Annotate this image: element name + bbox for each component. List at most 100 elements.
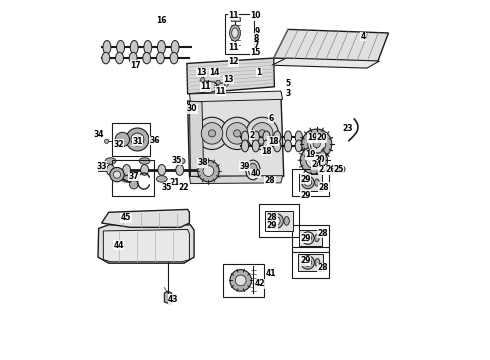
Bar bbox=[112, 123, 150, 156]
Text: 13: 13 bbox=[196, 68, 206, 77]
Bar bbox=[112, 160, 154, 196]
Ellipse shape bbox=[285, 131, 292, 143]
Ellipse shape bbox=[315, 234, 319, 242]
Circle shape bbox=[201, 123, 223, 144]
Ellipse shape bbox=[117, 41, 124, 54]
Polygon shape bbox=[274, 30, 389, 62]
Ellipse shape bbox=[248, 163, 257, 177]
Ellipse shape bbox=[122, 165, 131, 175]
Text: 29: 29 bbox=[300, 175, 311, 184]
Ellipse shape bbox=[315, 258, 320, 266]
Ellipse shape bbox=[315, 179, 319, 186]
Ellipse shape bbox=[139, 158, 150, 164]
Text: 6: 6 bbox=[268, 114, 273, 123]
Ellipse shape bbox=[141, 165, 148, 175]
Circle shape bbox=[339, 166, 345, 172]
Circle shape bbox=[304, 179, 312, 186]
Circle shape bbox=[197, 160, 219, 182]
Text: 24: 24 bbox=[312, 161, 322, 170]
Circle shape bbox=[110, 167, 124, 182]
Circle shape bbox=[196, 117, 228, 149]
Text: 18: 18 bbox=[261, 147, 272, 156]
Text: 28: 28 bbox=[318, 183, 329, 192]
Polygon shape bbox=[190, 176, 283, 184]
Text: 3: 3 bbox=[285, 89, 291, 98]
Text: 29: 29 bbox=[300, 256, 311, 265]
Text: 27: 27 bbox=[318, 166, 329, 175]
Bar bbox=[265, 211, 293, 230]
Bar bbox=[259, 204, 299, 237]
Circle shape bbox=[203, 166, 214, 176]
Ellipse shape bbox=[143, 52, 151, 64]
Bar bbox=[223, 264, 264, 297]
Polygon shape bbox=[272, 58, 379, 68]
Circle shape bbox=[221, 117, 253, 149]
Polygon shape bbox=[190, 91, 283, 102]
Circle shape bbox=[302, 176, 314, 189]
Circle shape bbox=[318, 163, 326, 172]
Ellipse shape bbox=[274, 131, 281, 143]
Text: 35: 35 bbox=[162, 183, 172, 192]
Circle shape bbox=[271, 217, 280, 225]
Polygon shape bbox=[187, 58, 274, 94]
Text: 29: 29 bbox=[300, 190, 311, 199]
Bar bbox=[293, 225, 329, 252]
Ellipse shape bbox=[295, 140, 302, 152]
Text: 30: 30 bbox=[187, 104, 197, 113]
Circle shape bbox=[208, 130, 216, 137]
Text: 18: 18 bbox=[268, 137, 278, 146]
Circle shape bbox=[251, 123, 273, 144]
Circle shape bbox=[131, 133, 144, 146]
Text: 25: 25 bbox=[333, 165, 343, 174]
Circle shape bbox=[113, 171, 121, 178]
Circle shape bbox=[327, 167, 334, 175]
Ellipse shape bbox=[245, 160, 260, 180]
Bar bbox=[204, 90, 210, 92]
Circle shape bbox=[301, 256, 315, 269]
Ellipse shape bbox=[242, 131, 248, 143]
Ellipse shape bbox=[158, 165, 166, 175]
Text: 11: 11 bbox=[228, 10, 239, 19]
Text: 35: 35 bbox=[172, 156, 182, 165]
Circle shape bbox=[302, 129, 332, 159]
Text: 20: 20 bbox=[317, 133, 327, 142]
Polygon shape bbox=[98, 225, 194, 263]
Ellipse shape bbox=[306, 131, 313, 143]
Text: 19: 19 bbox=[305, 150, 316, 159]
Ellipse shape bbox=[263, 131, 270, 143]
Ellipse shape bbox=[242, 140, 248, 152]
Text: 26: 26 bbox=[326, 166, 336, 175]
Circle shape bbox=[308, 135, 326, 153]
Circle shape bbox=[216, 80, 220, 85]
Text: 32: 32 bbox=[114, 140, 124, 149]
Ellipse shape bbox=[252, 131, 259, 143]
Text: 39: 39 bbox=[239, 162, 249, 171]
Bar bbox=[298, 254, 323, 271]
Circle shape bbox=[269, 213, 283, 228]
Text: 42: 42 bbox=[255, 279, 265, 288]
Ellipse shape bbox=[156, 52, 164, 64]
Ellipse shape bbox=[102, 52, 110, 64]
Bar bbox=[225, 14, 254, 54]
Ellipse shape bbox=[122, 176, 132, 182]
Text: 16: 16 bbox=[156, 16, 167, 25]
Text: 41: 41 bbox=[266, 269, 276, 278]
Ellipse shape bbox=[252, 140, 259, 152]
Text: 11: 11 bbox=[200, 82, 211, 91]
Ellipse shape bbox=[176, 165, 184, 175]
Text: 1: 1 bbox=[256, 68, 261, 77]
Ellipse shape bbox=[116, 52, 123, 64]
Text: 9: 9 bbox=[255, 27, 260, 36]
Ellipse shape bbox=[156, 176, 167, 182]
Text: 13: 13 bbox=[223, 75, 234, 84]
Text: 34: 34 bbox=[94, 130, 104, 139]
Text: 2: 2 bbox=[249, 131, 255, 140]
Ellipse shape bbox=[174, 158, 185, 164]
Polygon shape bbox=[101, 210, 190, 227]
Text: 11: 11 bbox=[216, 86, 226, 95]
Circle shape bbox=[306, 152, 322, 168]
Text: 31: 31 bbox=[132, 137, 143, 146]
Polygon shape bbox=[190, 101, 204, 176]
Text: 17: 17 bbox=[130, 61, 141, 70]
Text: 43: 43 bbox=[168, 294, 178, 303]
